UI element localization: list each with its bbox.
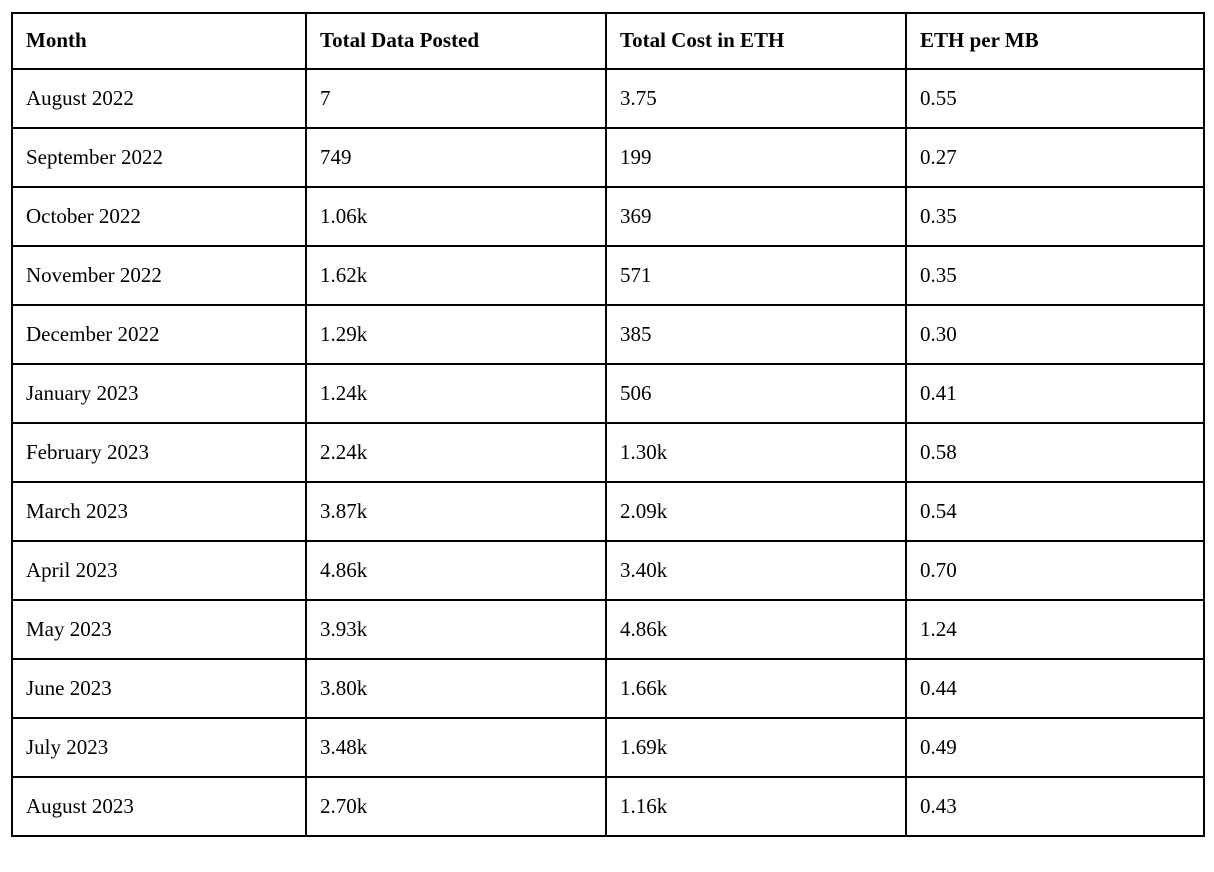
cell-total-data-posted: 3.48k: [305, 717, 607, 778]
cell-total-cost-eth: 385: [605, 304, 907, 365]
cell-eth-per-mb: 0.27: [905, 127, 1205, 188]
cell-month: April 2023: [11, 540, 307, 601]
table-row: November 2022 1.62k 571 0.35: [11, 245, 1205, 306]
table-row: February 2023 2.24k 1.30k 0.58: [11, 422, 1205, 483]
cell-total-cost-eth: 369: [605, 186, 907, 247]
cell-total-cost-eth: 4.86k: [605, 599, 907, 660]
table-row: August 2022 7 3.75 0.55: [11, 68, 1205, 129]
cell-month: March 2023: [11, 481, 307, 542]
cell-total-data-posted: 4.86k: [305, 540, 607, 601]
monthly-eth-cost-table: Month Total Data Posted Total Cost in ET…: [11, 12, 1205, 837]
table-body: August 2022 7 3.75 0.55 September 2022 749 199…: [11, 68, 1205, 837]
cell-total-data-posted: 1.62k: [305, 245, 607, 306]
cell-month: January 2023: [11, 363, 307, 424]
table-row: March 2023 3.87k 2.09k 0.54: [11, 481, 1205, 542]
cell-month: September 2022: [11, 127, 307, 188]
cell-eth-per-mb: 0.54: [905, 481, 1205, 542]
cell-month: October 2022: [11, 186, 307, 247]
table-row: September 2022 749 199 0.27: [11, 127, 1205, 188]
cell-month: May 2023: [11, 599, 307, 660]
column-header-eth-per-mb: ETH per MB: [905, 12, 1205, 70]
cell-eth-per-mb: 0.49: [905, 717, 1205, 778]
header-row: Month Total Data Posted Total Cost in ET…: [11, 12, 1205, 70]
cell-eth-per-mb: 0.55: [905, 68, 1205, 129]
table-row: April 2023 4.86k 3.40k 0.70: [11, 540, 1205, 601]
cell-total-cost-eth: 506: [605, 363, 907, 424]
table-row: January 2023 1.24k 506 0.41: [11, 363, 1205, 424]
column-header-total-cost-eth: Total Cost in ETH: [605, 12, 907, 70]
cell-eth-per-mb: 0.35: [905, 186, 1205, 247]
cell-month: December 2022: [11, 304, 307, 365]
table-row: October 2022 1.06k 369 0.35: [11, 186, 1205, 247]
cell-total-cost-eth: 2.09k: [605, 481, 907, 542]
cell-eth-per-mb: 0.30: [905, 304, 1205, 365]
table-row: June 2023 3.80k 1.66k 0.44: [11, 658, 1205, 719]
cell-eth-per-mb: 0.70: [905, 540, 1205, 601]
cell-eth-per-mb: 1.24: [905, 599, 1205, 660]
cell-total-data-posted: 7: [305, 68, 607, 129]
cell-eth-per-mb: 0.35: [905, 245, 1205, 306]
cell-total-data-posted: 1.06k: [305, 186, 607, 247]
cell-total-data-posted: 749: [305, 127, 607, 188]
cell-total-cost-eth: 571: [605, 245, 907, 306]
cell-total-data-posted: 1.29k: [305, 304, 607, 365]
cell-total-cost-eth: 1.66k: [605, 658, 907, 719]
column-header-total-data-posted: Total Data Posted: [305, 12, 607, 70]
cell-month: August 2022: [11, 68, 307, 129]
cell-total-cost-eth: 1.30k: [605, 422, 907, 483]
column-header-month: Month: [11, 12, 307, 70]
cell-month: June 2023: [11, 658, 307, 719]
cell-total-cost-eth: 1.16k: [605, 776, 907, 837]
cell-month: July 2023: [11, 717, 307, 778]
cell-total-data-posted: 2.24k: [305, 422, 607, 483]
cell-total-cost-eth: 1.69k: [605, 717, 907, 778]
table-row: August 2023 2.70k 1.16k 0.43: [11, 776, 1205, 837]
cell-month: November 2022: [11, 245, 307, 306]
cell-total-data-posted: 2.70k: [305, 776, 607, 837]
cell-total-cost-eth: 3.40k: [605, 540, 907, 601]
table-row: July 2023 3.48k 1.69k 0.49: [11, 717, 1205, 778]
table-row: May 2023 3.93k 4.86k 1.24: [11, 599, 1205, 660]
cell-month: February 2023: [11, 422, 307, 483]
cell-total-data-posted: 3.87k: [305, 481, 607, 542]
cell-eth-per-mb: 0.41: [905, 363, 1205, 424]
cell-total-data-posted: 1.24k: [305, 363, 607, 424]
cell-total-data-posted: 3.93k: [305, 599, 607, 660]
cell-total-cost-eth: 3.75: [605, 68, 907, 129]
cell-eth-per-mb: 0.44: [905, 658, 1205, 719]
cell-eth-per-mb: 0.58: [905, 422, 1205, 483]
table-row: December 2022 1.29k 385 0.30: [11, 304, 1205, 365]
cell-total-data-posted: 3.80k: [305, 658, 607, 719]
cell-month: August 2023: [11, 776, 307, 837]
cell-eth-per-mb: 0.43: [905, 776, 1205, 837]
cell-total-cost-eth: 199: [605, 127, 907, 188]
